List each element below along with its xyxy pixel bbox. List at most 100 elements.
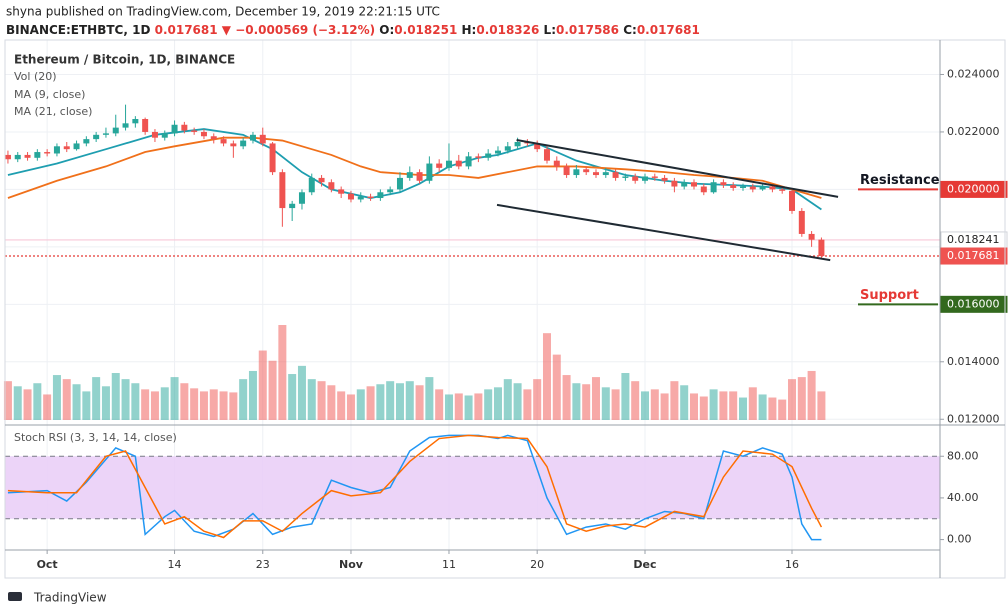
x-tick-label: Nov xyxy=(339,558,364,571)
candle-body xyxy=(102,133,109,135)
candle-body xyxy=(347,193,354,200)
candle-body xyxy=(151,131,158,138)
volume-bar xyxy=(141,389,150,420)
frame xyxy=(4,39,1006,579)
volume-bar xyxy=(92,377,101,420)
y-tick-label: 0.022000 xyxy=(947,125,1000,138)
volume-bar xyxy=(72,384,81,420)
volume-bar xyxy=(248,370,257,420)
volume-bar xyxy=(631,381,640,420)
candle-body xyxy=(318,177,325,183)
volume-bar xyxy=(278,325,287,420)
volume-bar xyxy=(542,333,551,420)
price-label: 0.020000 xyxy=(947,182,1000,195)
candle-body xyxy=(485,153,492,158)
volume-bar xyxy=(356,389,365,420)
volume-bar xyxy=(23,389,32,420)
candle-body xyxy=(475,156,482,158)
candle-body xyxy=(181,124,188,131)
level-label: Support xyxy=(860,288,919,303)
volume-bar xyxy=(817,391,826,420)
candle-body xyxy=(200,131,207,137)
high-key: H: xyxy=(462,23,477,37)
volume-bar xyxy=(62,379,71,420)
low-key: L: xyxy=(544,23,556,37)
publisher-line: shyna published on TradingView.com, Dece… xyxy=(6,5,440,19)
stoch-line xyxy=(7,434,822,541)
volume-bar xyxy=(582,384,591,420)
volume-bar xyxy=(621,373,630,420)
volume-bar xyxy=(444,394,453,420)
candle-body xyxy=(171,124,178,134)
candle-body xyxy=(387,189,394,193)
candle-body xyxy=(308,177,315,193)
candle-body xyxy=(142,119,149,132)
indicator-title: Stoch RSI (3, 3, 14, 14, close) xyxy=(14,431,177,444)
volume-bar xyxy=(180,383,189,420)
volume-bar xyxy=(533,379,542,420)
candle-body xyxy=(730,185,737,188)
candle-body xyxy=(53,146,60,154)
candle-body xyxy=(240,140,247,147)
open-key: O: xyxy=(379,23,394,37)
candle-body xyxy=(779,189,786,191)
y-tick-label: 0.012000 xyxy=(947,412,1000,425)
candle-body xyxy=(112,127,119,134)
candle-body xyxy=(612,172,619,178)
volume-bar xyxy=(327,385,336,420)
volume-bar xyxy=(346,394,355,420)
volume-bar xyxy=(729,391,738,420)
candle-body xyxy=(445,160,452,168)
y-tick-label: 0.00 xyxy=(947,533,972,546)
volume-bar xyxy=(670,381,679,420)
volume-bar xyxy=(288,374,297,420)
volume-bar xyxy=(52,375,61,420)
volume-bar xyxy=(523,389,532,420)
candle-body xyxy=(789,190,796,211)
candle-body xyxy=(661,177,668,181)
chart-layer: 0.0120000.0140000.0160000.0180000.020000… xyxy=(3,40,1008,571)
candle-body xyxy=(416,172,423,181)
candle-body xyxy=(357,196,364,200)
x-tick-label: 14 xyxy=(168,558,182,571)
volume-bar xyxy=(591,377,600,420)
candle-body xyxy=(690,182,697,187)
candle-body xyxy=(465,156,472,167)
candle-body xyxy=(406,172,413,178)
volume-bar xyxy=(150,391,159,420)
candle-body xyxy=(298,192,305,204)
low-value: 0.017586 xyxy=(556,23,619,37)
volume-bar xyxy=(337,391,346,420)
candle-body xyxy=(749,186,756,190)
volume-bar xyxy=(366,386,375,420)
volume-bar xyxy=(405,381,414,420)
candle-body xyxy=(328,182,335,190)
volume-bar xyxy=(572,383,581,420)
candle-body xyxy=(504,146,511,151)
volume-bar xyxy=(699,396,708,420)
volume-bar xyxy=(719,391,728,420)
candle-body xyxy=(681,182,688,187)
candle-body xyxy=(220,139,227,144)
x-tick-label: Oct xyxy=(37,558,58,571)
candle-body xyxy=(632,176,639,181)
volume-bar xyxy=(739,397,748,420)
volume-bar xyxy=(680,385,689,420)
x-tick-label: 20 xyxy=(530,558,544,571)
volume-bar xyxy=(229,392,238,420)
volume-bar xyxy=(503,379,512,420)
brand: TradingView xyxy=(33,591,107,605)
candle-body xyxy=(553,160,560,167)
candle-body xyxy=(818,239,825,257)
candle-body xyxy=(249,134,256,141)
volume-bar xyxy=(454,393,463,420)
x-tick-label: 11 xyxy=(442,558,456,571)
price-label-box xyxy=(940,295,1008,313)
candle-body xyxy=(651,176,658,178)
volume-bar xyxy=(650,389,659,420)
candle-body xyxy=(455,160,462,167)
volume-bar xyxy=(513,383,522,420)
candle-body xyxy=(592,172,599,176)
